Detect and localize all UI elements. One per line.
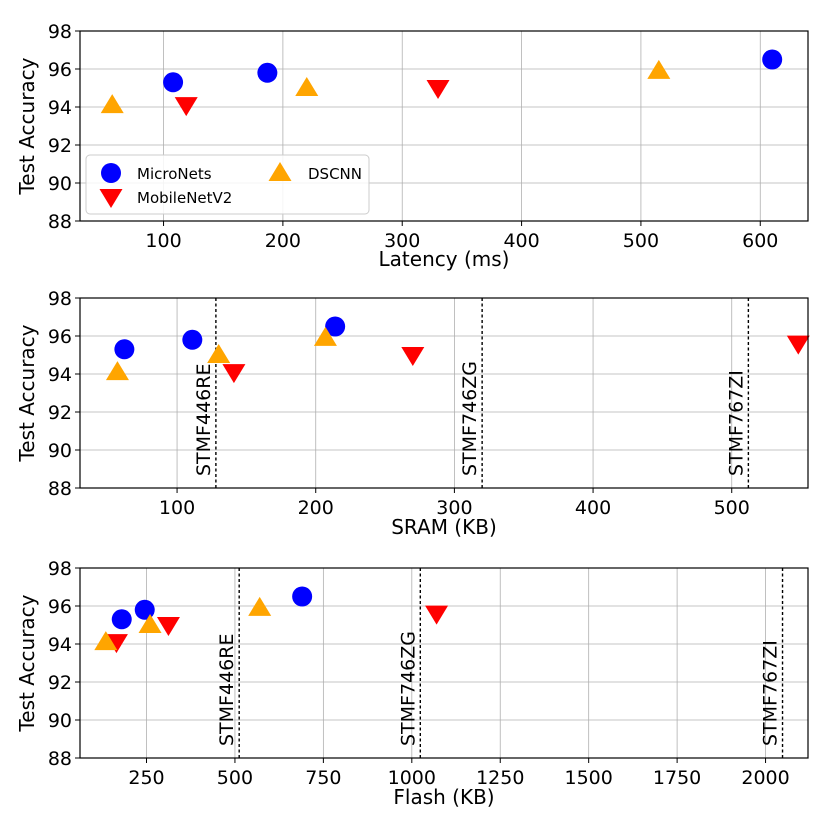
y-tick-label: 88 [48,211,72,233]
vline-label: STMF446RE [193,364,215,476]
legend-marker-micronets [101,163,121,183]
y-tick-label: 90 [48,173,72,195]
x-tick-label: 500 [714,497,750,519]
x-tick-label: 1500 [565,767,613,789]
vline-label: STMF746ZG [459,361,481,476]
y-tick-label: 94 [48,97,72,119]
y-tick-label: 98 [48,21,72,43]
data-point-mobilenetv2 [104,634,128,654]
x-tick-label: 500 [623,230,659,252]
data-point-mobilenetv2 [786,335,810,355]
data-point-mobilenetv2 [174,97,198,117]
y-tick-label: 92 [48,672,72,694]
legend: MicroNets MobileNetV2 DSCNN [85,154,370,215]
legend-box [85,154,370,215]
x-tick-label: 500 [217,767,253,789]
legend-label-mobilenetv2: MobileNetV2 [137,189,232,207]
x-tick-label: 300 [436,497,472,519]
y-tick-label: 98 [48,558,72,580]
data-point-dscnn [105,361,129,381]
axes-frame [79,297,809,489]
legend-marker-mobilenetv2 [99,189,123,209]
data-point-micronets [114,339,135,360]
vline-label: STMF446RE [216,634,238,746]
data-point-micronets [325,316,346,337]
x-tick-label: 200 [265,230,301,252]
x-tick-label: 400 [575,497,611,519]
axes-frame [79,30,809,222]
y-tick-label: 90 [48,440,72,462]
x-tick-label: 600 [742,230,778,252]
y-tick-label: 94 [48,634,72,656]
y-tick-label: 88 [48,478,72,500]
x-axis-title: Flash (KB) [393,785,494,809]
y-tick-label: 98 [48,288,72,310]
y-tick-label: 90 [48,710,72,732]
x-tick-label: 750 [305,767,341,789]
data-point-dscnn [100,94,124,114]
data-point-mobilenetv2 [156,617,180,637]
x-tick-label: 300 [384,230,420,252]
y-axis-title: Test Accuracy [15,57,39,195]
y-tick-label: 92 [48,135,72,157]
y-tick-label: 88 [48,748,72,770]
x-tick-label: 1750 [653,767,701,789]
y-tick-label: 96 [48,326,72,348]
x-tick-label: 1250 [476,767,524,789]
data-point-mobilenetv2 [401,347,425,367]
data-point-dscnn [138,613,162,633]
y-axis-title: Test Accuracy [15,594,39,732]
data-point-dscnn [295,76,319,96]
x-tick-label: 400 [503,230,539,252]
x-axis-title: Latency (ms) [379,247,510,271]
legend-label-micronets: MicroNets [137,165,212,183]
data-point-micronets [257,62,278,83]
x-tick-label: 200 [298,497,334,519]
x-tick-label: 100 [159,497,195,519]
data-point-micronets [762,49,783,70]
plot-panel-1: 100 200 300 400 500 600 88 90 92 94 96 98 Latency (m… [15,21,809,271]
data-point-micronets [163,72,184,93]
data-point-dscnn [647,59,671,79]
data-point-micronets [182,329,203,350]
data-point-micronets [292,586,313,607]
data-point-mobilenetv2 [222,364,246,384]
plot-panel-2: 100 200 300 400 500 88 90 92 94 96 98 STMF446RE STMF… [15,288,810,539]
y-tick-label: 96 [48,59,72,81]
y-tick-label: 92 [48,402,72,424]
legend-label-dscnn: DSCNN [308,165,362,183]
x-tick-label: 2000 [741,767,789,789]
data-point-mobilenetv2 [425,605,449,625]
legend-marker-dscnn [268,161,292,181]
x-tick-label: 250 [128,767,164,789]
y-axis-title: Test Accuracy [15,324,39,462]
data-point-dscnn [248,596,272,616]
x-tick-label: 100 [145,230,181,252]
data-point-micronets [111,609,132,630]
vline-label: STMF746ZG [397,631,419,746]
y-tick-label: 94 [48,364,72,386]
vline-label: STMF767ZI [760,640,782,746]
data-point-dscnn [207,343,231,363]
x-tick-label: 1000 [388,767,436,789]
y-tick-label: 96 [48,596,72,618]
plot-panel-3: 250 500 750 1000 1250 1500 1750 2000 88 90 92 94 96 9… [15,558,809,809]
data-point-dscnn [313,326,337,346]
data-point-dscnn [94,631,118,651]
axes-frame [79,567,809,759]
vline-label: STMF767ZI [725,370,747,476]
x-axis-title: SRAM (KB) [391,515,497,539]
data-point-mobilenetv2 [426,80,450,100]
